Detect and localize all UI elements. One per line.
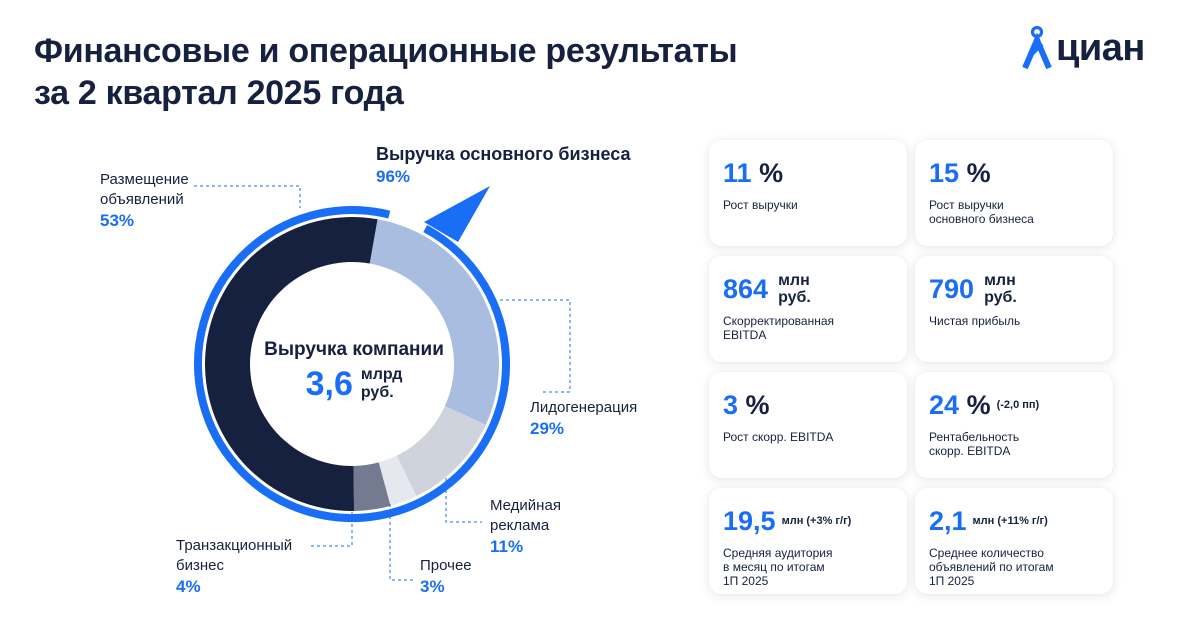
kpi-description: Рост скорр. EBITDA (723, 430, 834, 444)
kpi-note: млн (+3% г/г) (781, 515, 852, 527)
kpi-description: Скорректированная EBITDA (723, 314, 835, 342)
segment-value: 29% (530, 419, 565, 438)
center-unit: млрд руб. (361, 366, 403, 402)
segment-label-text: Лидогенерация (530, 399, 638, 416)
kpi-card-ebitda-growth: 3 % Рост скорр. EBITDA (709, 372, 907, 478)
kpi-note: (-2,0 пп) (996, 399, 1040, 411)
core-business-label: Выручка основного бизнеса 96% (376, 143, 630, 189)
segment-label-text: бизнес (176, 557, 224, 574)
core-business-ring (194, 206, 510, 522)
kpi-value: 3 % (723, 390, 770, 420)
center-unit-line-2: руб. (360, 384, 394, 401)
segment-label-leadgen: Лидогенерация 29% (530, 398, 637, 440)
kpi-card-core-revenue-growth: 15 % Рост выручки основного бизнеса (915, 140, 1113, 246)
center-unit-line-1: млрд (360, 366, 403, 383)
donut-slice (204, 217, 378, 512)
segment-label-other: Прочее 3% (420, 556, 472, 598)
center-value: 3,6 (305, 365, 353, 403)
kpi-value: 15 % (929, 158, 991, 188)
leader-line (500, 299, 571, 393)
kpi-card-ebitda-margin: 24 % (-2,0 пп) Рентабельность скорр. EBIT… (915, 372, 1113, 478)
segment-label-text: Прочее (420, 557, 472, 574)
donut-slice (353, 462, 391, 511)
leader-line (389, 504, 414, 581)
kpi-card-revenue-growth: 11 % Рост выручки (709, 140, 907, 246)
segment-value: 3% (420, 577, 445, 596)
center-title: Выручка компании (264, 339, 444, 360)
segment-label-text: объявлений (100, 191, 184, 208)
kpi-value: 24 % (929, 390, 991, 420)
segment-label-transactional: Транзакционный бизнес 4% (176, 536, 292, 598)
page-title: Финансовые и операционные результаты за … (34, 30, 834, 114)
kpi-value: 19,5 (723, 506, 776, 536)
kpi-card-listings-count: 2,1 млн (+11% г/г) Среднее количество объ… (915, 488, 1113, 594)
kpi-value: 11 % (723, 158, 784, 188)
kpi-value: 790 (929, 274, 975, 304)
segment-value: 53% (100, 211, 135, 230)
kpi-description: Рост выручки (723, 198, 798, 212)
kpi-unit: млн руб. (778, 272, 811, 306)
kpi-value: 864 (723, 274, 769, 304)
leader-line (194, 185, 301, 208)
core-business-pointer (424, 186, 490, 242)
cian-pin-logo-icon (1022, 26, 1052, 70)
kpi-description: Чистая прибыль (929, 314, 1021, 328)
segment-label-text: Размещение (100, 171, 189, 188)
logo-text: циан (1056, 27, 1145, 69)
leader-line (445, 478, 482, 523)
segment-label-media: Медийная реклама 11% (490, 496, 561, 558)
segment-value: 11% (490, 537, 524, 556)
donut-center: Выручка компании 3,6 млрд руб. (244, 338, 464, 404)
donut-slice (369, 219, 499, 425)
revenue-donut-chart (194, 185, 571, 581)
title-line-2: за 2 квартал 2025 года (34, 74, 404, 112)
core-business-value: 96% (376, 167, 411, 186)
title-line-1: Финансовые и операционные результаты (34, 32, 738, 70)
kpi-card-audience: 19,5 млн (+3% г/г) Средняя аудитория в ме… (709, 488, 907, 594)
kpi-description: Рентабельность скорр. EBITDA (929, 430, 1020, 458)
segment-label-text: Транзакционный (176, 537, 293, 554)
segment-value: 4% (176, 577, 201, 596)
kpi-description: Средняя аудитория в месяц по итогам 1П 202… (723, 546, 833, 588)
core-business-title: Выручка основного бизнеса (376, 144, 631, 164)
donut-slice (396, 406, 486, 497)
kpi-description: Среднее количество объявлений по итогам 1П… (929, 546, 1054, 588)
brand-logo: циан (1022, 18, 1145, 70)
kpi-card-net-profit: 790 млн руб. Чистая прибыль (915, 256, 1113, 362)
kpi-card-adjusted-ebitda: 864 млн руб. Скорректированная EBITDA (709, 256, 907, 362)
segment-label-listings: Размещение объявлений 53% (100, 170, 189, 232)
donut-slice (378, 455, 417, 506)
kpi-note: млн (+11% г/г) (972, 515, 1048, 527)
kpi-description: Рост выручки основного бизнеса (929, 198, 1034, 226)
segment-label-text: Медийная (490, 497, 561, 514)
kpi-unit: млн руб. (984, 272, 1017, 306)
segment-label-text: реклама (490, 517, 550, 534)
kpi-value: 2,1 (929, 506, 967, 536)
